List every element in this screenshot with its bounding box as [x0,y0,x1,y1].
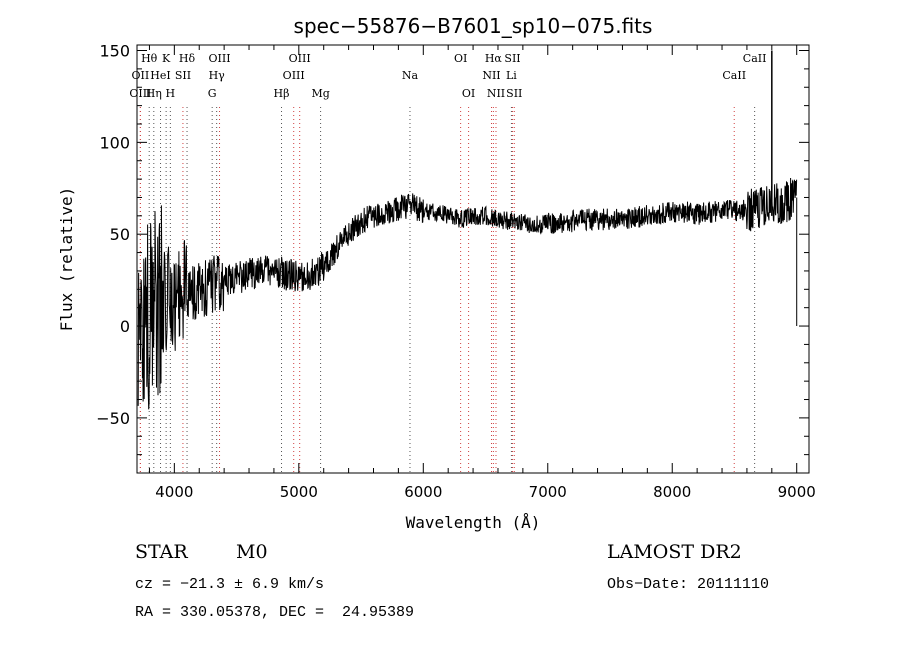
y-tick-label: 0 [120,317,130,336]
line-label: Hγ [209,69,226,82]
y-tick-label: −50 [96,409,130,428]
object-class: STAR [135,541,188,563]
line-label: K [162,52,171,65]
line-label: Na [402,69,419,82]
line-label: Hη [146,87,162,100]
line-label: OI [454,52,467,65]
spectral-line-markers [139,107,756,473]
x-tick-label: 4000 [155,483,193,501]
line-label: H [166,87,176,100]
line-label: Hδ [179,52,196,65]
plot-frame [136,44,810,474]
redshift-velocity: cz = −21.3 ± 6.9 km/s [135,576,325,593]
line-label: OI [462,87,475,100]
line-label: CaII [722,69,746,82]
line-label: Mg [311,87,329,100]
line-label: HeI [150,69,170,82]
line-label: Hθ [141,52,158,65]
y-tick-label: 100 [99,133,130,152]
line-label: OIII [283,69,305,82]
line-label: G [208,87,217,100]
line-label: OIII [208,52,230,65]
x-axis-label: Wavelength (Å) [406,513,541,532]
line-label: SII [504,52,520,65]
axis-ticks: 4000 5000 6000 7000 8000 9000 −50 0 50 100 150 [96,42,816,501]
line-label: NII [487,87,505,100]
line-label: NII [482,69,500,82]
x-tick-label: 7000 [529,483,567,501]
x-tick-label: 9000 [778,483,816,501]
coordinates: RA = 330.05378, DEC = 24.95389 [135,604,415,621]
y-tick-label: 50 [110,225,130,244]
line-label: Hα [485,52,503,65]
chart-title: spec−55876−B7601_sp10−075.fits [294,14,653,38]
line-label: SII [175,69,191,82]
y-tick-label: 150 [99,42,130,61]
line-label: OII [132,69,150,82]
spectrum-series [137,50,798,410]
x-tick-label: 6000 [404,483,442,501]
line-label: OIII [129,87,151,100]
y-axis-label: Flux (relative) [57,187,76,332]
survey-name: LAMOST DR2 [607,541,742,563]
spectrum-line [137,177,798,410]
line-label: OIII [289,52,311,65]
x-tick-label: 8000 [653,483,691,501]
line-label: SII [506,87,522,100]
line-label: Li [506,69,517,82]
object-subclass: M0 [236,541,268,563]
observation-date: Obs−Date: 20111110 [607,576,770,593]
line-label: CaII [743,52,767,65]
x-tick-label: 5000 [280,483,318,501]
line-label: Hβ [274,87,290,100]
